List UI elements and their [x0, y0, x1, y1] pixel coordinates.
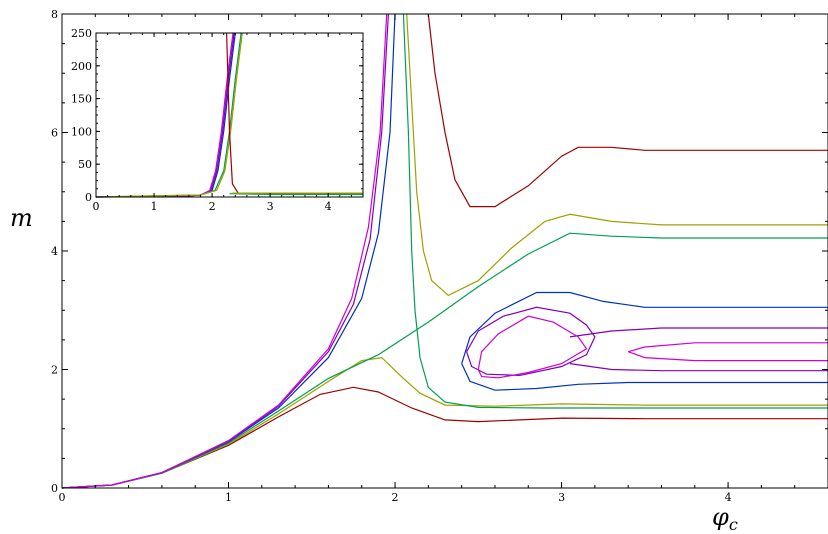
main-series-line-3: [402, 13, 828, 409]
inset-plot: 0 1 2 3 4 0 50 100 150 200 250: [71, 27, 364, 213]
main-series-line-5: [427, 13, 828, 208]
main-y-tick-label: 4: [51, 245, 58, 258]
inset-x-tick-label: 1: [151, 200, 158, 213]
x-axis-title: φc: [712, 503, 738, 534]
main-series-line-15: [628, 342, 828, 353]
main-series-line-11: [569, 327, 828, 338]
main-plot: 0 1 2 3 4 0 2 4 6 8: [51, 8, 828, 504]
inset-x-tick-label: 3: [267, 200, 274, 213]
main-y-tick-label: 6: [51, 127, 58, 140]
main-y-tick-label: 2: [51, 364, 58, 377]
main-series-line-4: [406, 13, 828, 297]
main-series-line-2: [61, 232, 828, 489]
main-y-tick-label: 0: [51, 482, 58, 495]
main-x-tick-label: 4: [725, 491, 732, 504]
inset-y-tick-label: 100: [71, 125, 92, 138]
inset-x-tick-label: 4: [325, 200, 332, 213]
main-series-line-9: [461, 291, 828, 364]
main-series-line-13: [466, 306, 596, 377]
inset-series-line-2: [95, 32, 234, 198]
main-series-line-12: [569, 363, 828, 372]
main-series-line-16: [627, 351, 828, 362]
main-x-tick-label: 0: [59, 491, 66, 504]
main-series-line-8: [61, 13, 388, 489]
inset-y-tick-label: 250: [71, 27, 92, 40]
inset-y-tick-label: 150: [71, 93, 92, 106]
inset-series-line-6: [229, 193, 363, 195]
inset-x-tick-label: 2: [209, 200, 216, 213]
inset-y-tick-label: 200: [71, 60, 92, 73]
main-series-line-14: [477, 315, 588, 379]
x-axis-title-main: φ: [712, 503, 729, 531]
y-axis-title: m: [10, 204, 33, 232]
main-series-line-10: [461, 363, 828, 391]
main-y-tick-label: 8: [51, 8, 58, 21]
inset-y-tick-label: 0: [85, 191, 92, 204]
inset-x-tick-label: 0: [93, 200, 100, 213]
x-axis-title-sub: c: [729, 515, 738, 534]
main-x-tick-label: 2: [392, 491, 399, 504]
main-x-tick-label: 1: [225, 491, 232, 504]
main-series-line-1: [61, 356, 828, 489]
main-x-tick-label: 3: [558, 491, 565, 504]
inset-y-tick-label: 50: [78, 158, 92, 171]
